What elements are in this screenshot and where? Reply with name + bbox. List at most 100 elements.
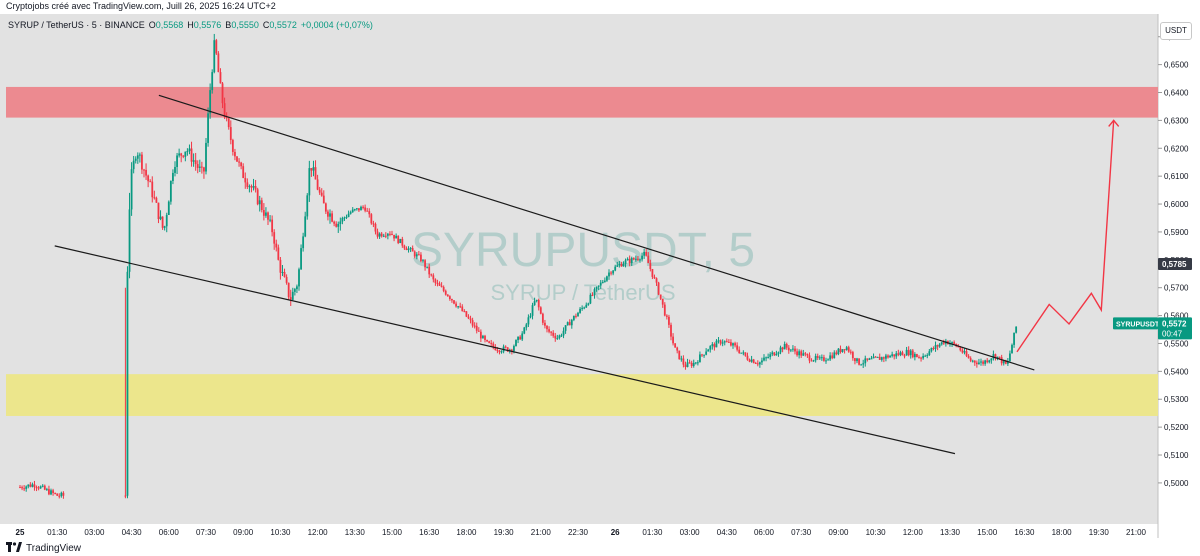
candle-up xyxy=(1009,353,1011,362)
candle-down xyxy=(161,216,164,228)
legend-h-label: H xyxy=(187,20,194,30)
candle-down xyxy=(907,349,910,356)
candle-up xyxy=(533,301,536,306)
x-tick-label: 09:00 xyxy=(828,528,849,537)
candle-down xyxy=(333,221,336,224)
candle-up xyxy=(841,349,844,353)
candle-up xyxy=(258,200,261,205)
top-bar: Cryptojobs créé avec TradingView.com, Ju… xyxy=(0,0,1200,14)
candle-down xyxy=(229,127,232,141)
candle-down xyxy=(773,352,776,356)
candle-down xyxy=(471,320,474,326)
candle-down xyxy=(413,251,416,257)
candle-down xyxy=(221,83,224,104)
candle-up xyxy=(525,324,528,328)
candle-up xyxy=(407,248,410,251)
candle-down xyxy=(277,247,280,260)
candle-down xyxy=(552,332,555,336)
candle-down xyxy=(494,346,497,351)
candle-down xyxy=(149,181,152,183)
legend-b-label: B xyxy=(225,20,232,30)
candle-up xyxy=(711,344,714,347)
y-tick-label: 0,6400 xyxy=(1164,89,1189,98)
candle-up xyxy=(339,221,342,224)
candle-down xyxy=(448,296,451,300)
candle-down xyxy=(655,278,658,283)
candle-up xyxy=(692,362,695,366)
candle-down xyxy=(878,356,881,360)
time-axis[interactable]: 25 01:30 03:00 04:30 06:00 07:30 09:00 10:30 12:… xyxy=(16,528,1147,537)
candle-down xyxy=(155,197,158,203)
candle-down xyxy=(843,349,846,351)
candle-up xyxy=(382,235,385,237)
candle-down xyxy=(324,203,327,212)
candle-down xyxy=(823,357,825,361)
candle-down xyxy=(901,352,904,356)
currency-button[interactable]: USDT xyxy=(1160,22,1192,40)
candle-up xyxy=(612,270,615,274)
candle-down xyxy=(318,189,321,193)
candle-down xyxy=(665,315,668,317)
candle-down xyxy=(215,40,218,54)
candle-up xyxy=(248,186,251,188)
candle-up xyxy=(922,355,925,359)
candle-down xyxy=(455,303,457,307)
candle-down xyxy=(366,210,369,212)
candle-down xyxy=(519,336,522,340)
candle-down xyxy=(781,347,784,350)
candle-up xyxy=(833,352,836,359)
candle-down xyxy=(506,347,509,352)
candle-down xyxy=(320,192,323,196)
candle-down xyxy=(866,358,869,360)
candle-up xyxy=(302,236,305,249)
candle-up xyxy=(300,248,302,270)
candle-up xyxy=(531,305,534,316)
candle-down xyxy=(752,359,755,363)
candle-up xyxy=(789,349,792,351)
candle-down xyxy=(358,208,360,211)
candle-up xyxy=(345,216,348,218)
candle-up xyxy=(864,358,867,364)
candle-down xyxy=(874,356,877,358)
candle-up xyxy=(837,348,840,355)
candle-up xyxy=(293,289,296,292)
trendline-upper xyxy=(158,94,1035,371)
candle-up xyxy=(595,286,598,290)
candle-down xyxy=(33,484,36,488)
candle-up xyxy=(50,490,52,495)
candle-down xyxy=(180,153,183,156)
candle-up xyxy=(1015,326,1018,333)
legend-low: 0,5550 xyxy=(231,20,259,30)
candle-up xyxy=(589,294,592,304)
trendlines-layer[interactable] xyxy=(54,94,1120,455)
candle-up xyxy=(41,485,44,487)
candle-up xyxy=(395,235,398,239)
candle-down xyxy=(965,351,968,356)
candle-down xyxy=(736,345,739,350)
candle-down xyxy=(851,352,854,359)
candle-down xyxy=(244,177,247,183)
candle-down xyxy=(887,355,889,358)
candle-down xyxy=(785,343,788,348)
candle-up xyxy=(775,354,778,356)
chart[interactable]: SYRUPUSDT, 5 SYRUP / TetherUS 0,5000 0,51… xyxy=(0,14,1200,538)
candle-down xyxy=(203,167,205,172)
candle-up xyxy=(899,352,902,355)
candle-up xyxy=(597,285,600,287)
candle-up xyxy=(184,151,187,157)
candle-up xyxy=(134,158,137,161)
candle-down xyxy=(678,350,681,360)
x-tick-label: 16:30 xyxy=(1014,528,1035,537)
watermark-main: SYRUPUSDT, 5 xyxy=(411,224,755,277)
candle-down xyxy=(903,355,906,357)
candle-down xyxy=(490,342,493,344)
symbol-label-bg xyxy=(1113,317,1158,330)
candle-up xyxy=(905,349,908,356)
candle-up xyxy=(513,346,515,351)
candle-down xyxy=(756,363,759,365)
candle-down xyxy=(236,156,238,162)
candle-up xyxy=(641,255,643,260)
x-tick-label: 18:00 xyxy=(456,528,477,537)
candle-down xyxy=(787,347,790,351)
tradingview-logo[interactable]: TradingView xyxy=(6,542,81,555)
